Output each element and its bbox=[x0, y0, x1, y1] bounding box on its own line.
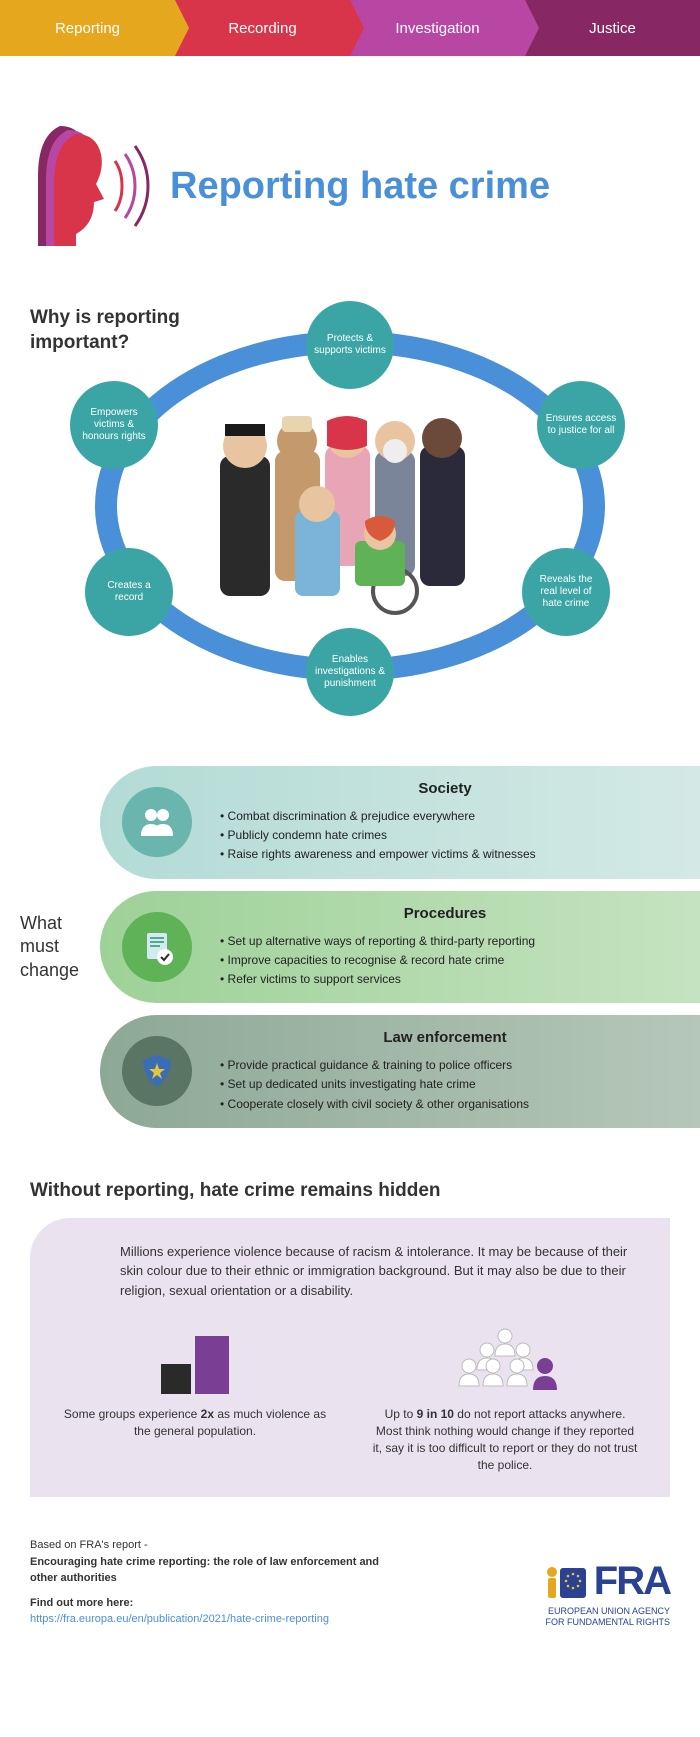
card-title: Procedures bbox=[220, 905, 670, 922]
hidden-box: Millions experience violence because of … bbox=[30, 1218, 670, 1498]
document-check-icon bbox=[122, 912, 192, 982]
hidden-section: Without reporting, hate crime remains hi… bbox=[0, 1160, 700, 1518]
card-list: Provide practical guidance & training to… bbox=[220, 1056, 670, 1114]
hero: Reporting hate crime bbox=[0, 56, 700, 296]
bar-comparison-icon bbox=[60, 1324, 330, 1394]
footer: Based on FRA's report - Encouraging hate… bbox=[0, 1517, 700, 1658]
bubble-enables: Enables investigations & punishment bbox=[306, 628, 394, 716]
card-title: Law enforcement bbox=[220, 1029, 670, 1046]
page-title: Reporting hate crime bbox=[170, 165, 550, 208]
stat-9in10: Up to 9 in 10 do not report attacks anyw… bbox=[370, 1324, 640, 1473]
shield-star-icon bbox=[122, 1036, 192, 1106]
bubble-record: Creates a record bbox=[85, 548, 173, 636]
card-title: Society bbox=[220, 780, 670, 797]
why-section: Why is reporting important? Protects & s… bbox=[0, 306, 700, 736]
people-icon bbox=[122, 787, 192, 857]
bubble-protects: Protects & supports victims bbox=[306, 301, 394, 389]
card-law: Law enforcement Provide practical guidan… bbox=[100, 1015, 700, 1128]
step-recording: Recording bbox=[175, 0, 350, 56]
diverse-people-illustration bbox=[140, 376, 560, 636]
card-list: Set up alternative ways of reporting & t… bbox=[220, 932, 670, 990]
step-investigation: Investigation bbox=[350, 0, 525, 56]
bubble-empowers: Empowers victims & honours rights bbox=[70, 381, 158, 469]
card-society: Society Combat discrimination & prejudic… bbox=[100, 766, 700, 879]
fra-text: FRA bbox=[594, 1559, 670, 1604]
stat-2x: Some groups experience 2x as much violen… bbox=[60, 1324, 330, 1473]
step-reporting: Reporting bbox=[0, 0, 175, 56]
fra-logo-block: FRA EUROPEAN UNION AGENCYFOR FUNDAMENTAL… bbox=[542, 1559, 670, 1628]
fra-subtitle: EUROPEAN UNION AGENCYFOR FUNDAMENTAL RIG… bbox=[542, 1606, 670, 1628]
change-section: What must change Society Combat discrimi… bbox=[0, 736, 700, 1160]
crowd-icon bbox=[370, 1324, 640, 1394]
fra-logo-icon bbox=[542, 1562, 588, 1602]
footer-text: Based on FRA's report - Encouraging hate… bbox=[30, 1537, 390, 1628]
bubble-access: Ensures access to justice for all bbox=[537, 381, 625, 469]
step-justice: Justice bbox=[525, 0, 700, 56]
speaking-heads-icon bbox=[30, 116, 150, 256]
change-label: What must change bbox=[20, 912, 90, 982]
card-procedures: Procedures Set up alternative ways of re… bbox=[100, 891, 700, 1004]
footer-link[interactable]: https://fra.europa.eu/en/publication/202… bbox=[30, 1611, 390, 1628]
card-list: Combat discrimination & prejudice everyw… bbox=[220, 807, 670, 865]
process-banner: Reporting Recording Investigation Justic… bbox=[0, 0, 700, 56]
hidden-heading: Without reporting, hate crime remains hi… bbox=[30, 1180, 670, 1202]
reasons-oval: Protects & supports victims Ensures acce… bbox=[80, 306, 620, 706]
hidden-intro: Millions experience violence because of … bbox=[60, 1242, 640, 1301]
bubble-reveals: Reveals the real level of hate crime bbox=[522, 548, 610, 636]
